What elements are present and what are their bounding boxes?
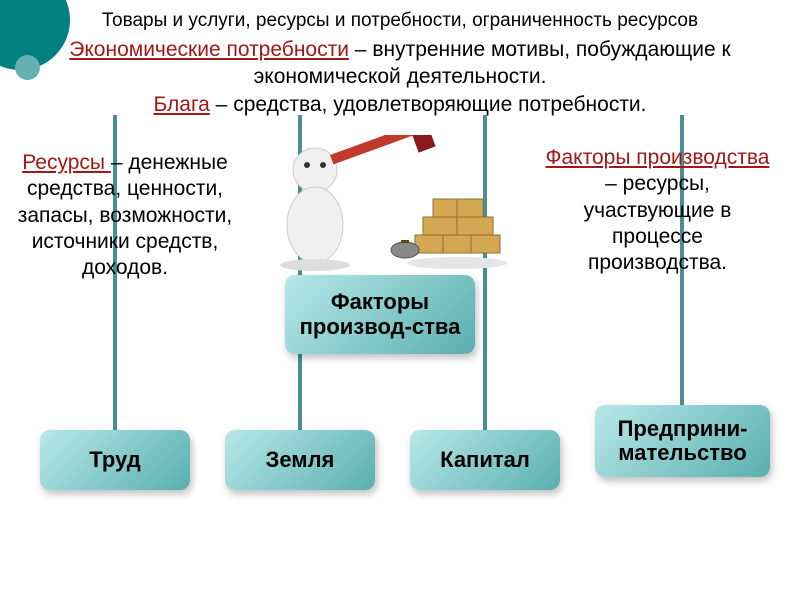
factors-definition: Факторы производства – ресурсы, участвую…: [545, 145, 770, 276]
box-predprin: Предприни-мательство: [595, 405, 770, 477]
slide-title: Товары и услуги, ресурсы и потребности, …: [0, 10, 800, 32]
top-definitions: Экономические потребности – внутренние м…: [50, 36, 750, 118]
box-kapital: Капитал: [410, 430, 560, 490]
term-resources: Ресурсы: [22, 151, 111, 174]
illustration-svg: [255, 135, 525, 275]
term-blaga: Блага: [153, 93, 209, 116]
factors-center-box: Факторы производ-ства: [285, 275, 475, 354]
center-illustrations: [255, 135, 525, 275]
term-econ-needs: Экономические потребности: [69, 38, 349, 61]
term-factors: Факторы производства: [546, 146, 770, 169]
resources-definition: Ресурсы – денежные средства, ценности, з…: [10, 150, 240, 281]
box-trud: Труд: [40, 430, 190, 490]
def-factors: – ресурсы, участвующие в процессе произв…: [584, 172, 732, 274]
def-blaga: – средства, удовлетворяющие потребности.: [210, 93, 647, 116]
corner-circle-small: [15, 55, 40, 80]
box-zemlya: Земля: [225, 430, 375, 490]
brick-pile-icon: [391, 199, 507, 269]
